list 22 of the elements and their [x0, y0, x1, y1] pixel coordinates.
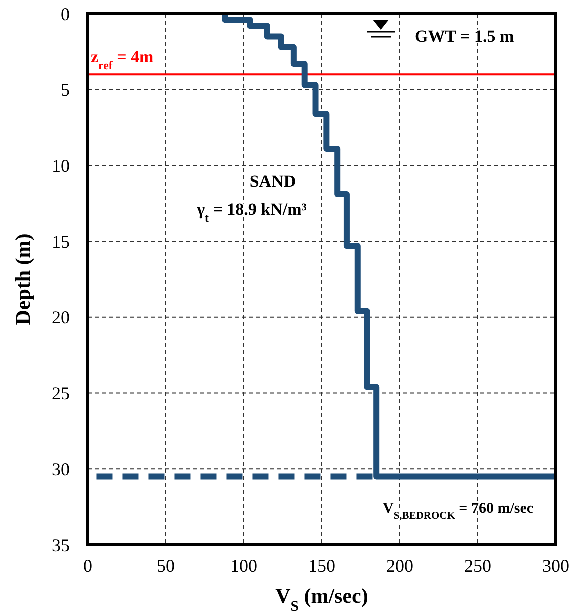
- y-tick-label: 15: [52, 232, 70, 252]
- x-tick-label: 250: [464, 556, 492, 576]
- x-tick-label: 150: [308, 556, 336, 576]
- y-axis-title: Depth (m): [11, 234, 35, 326]
- x-tick-label: 300: [542, 556, 569, 576]
- x-tick-label: 200: [386, 556, 414, 576]
- y-tick-label: 25: [52, 384, 70, 404]
- x-tick-label: 50: [157, 556, 175, 576]
- y-tick-label: 10: [52, 156, 70, 176]
- x-axis-title: V$_{S}$ (m/sec): [276, 584, 368, 612]
- y-tick-label: 5: [61, 80, 70, 100]
- ref-line-label: z$_{ref}$ = 4m: [91, 48, 154, 73]
- y-tick-label: 20: [52, 308, 70, 328]
- y-tick-label: 35: [52, 535, 70, 556]
- y-tick-label: 30: [52, 459, 70, 480]
- annotation: SAND: [250, 172, 296, 191]
- annotation: GWT = 1.5 m: [415, 27, 514, 46]
- annotation: γ$_{t}$ = 18.9 kN/m³: [196, 200, 307, 225]
- y-tick-label: 0: [61, 4, 70, 24]
- x-tick-label: 100: [230, 556, 258, 576]
- annotation: V$_{S,BEDROCK}$ = 760 m/sec: [383, 501, 534, 522]
- x-tick-label: 0: [84, 556, 92, 576]
